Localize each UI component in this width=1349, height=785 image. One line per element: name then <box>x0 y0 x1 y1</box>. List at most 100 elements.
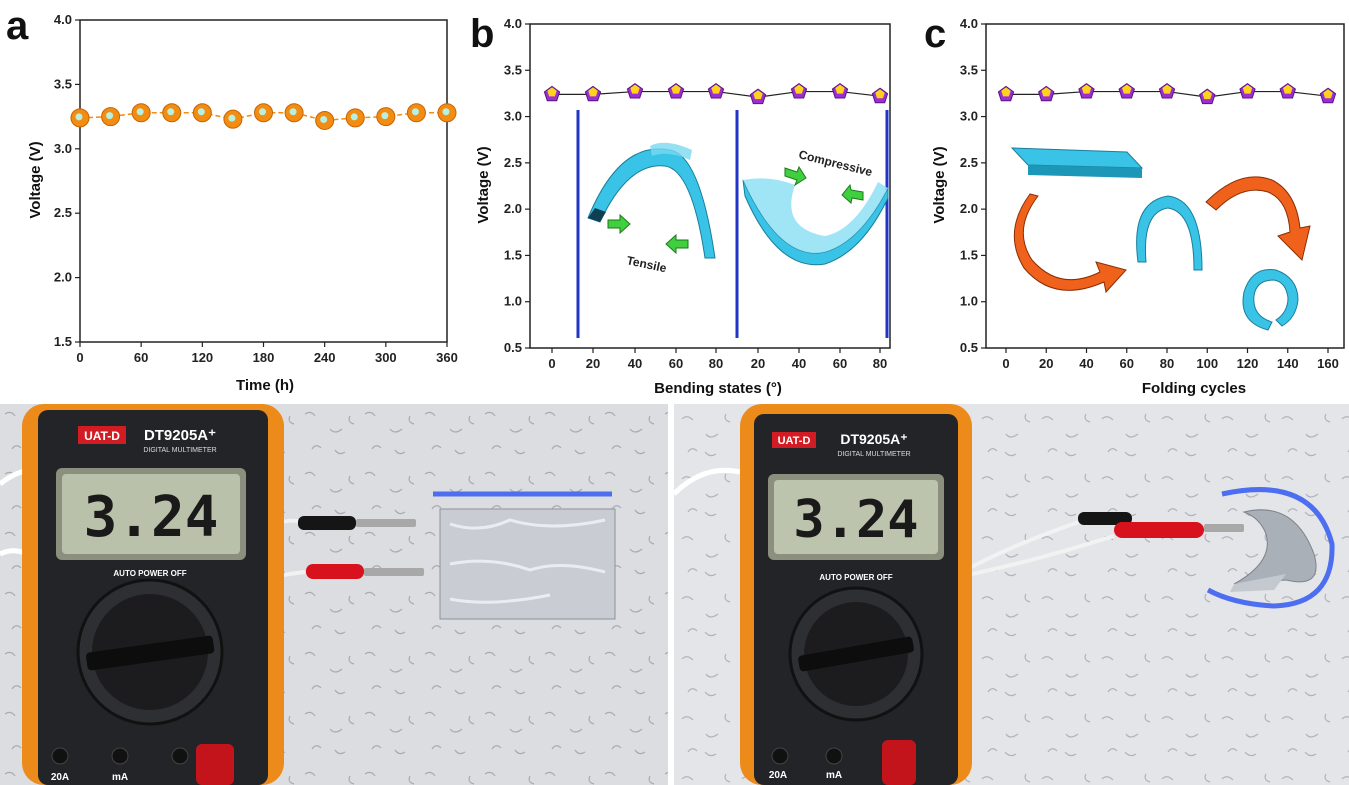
x-tick-label: 80 <box>873 356 887 371</box>
data-point <box>667 82 685 99</box>
data-point <box>1158 82 1176 99</box>
x-tick-label: 120 <box>191 350 213 365</box>
data-point <box>626 82 644 99</box>
subtitle-label: DIGITAL MULTIMETER <box>837 451 910 458</box>
data-point <box>584 85 602 102</box>
tensile-strip-illustration: Tensile <box>587 142 716 275</box>
data-point <box>1118 82 1135 99</box>
black-clip <box>298 516 356 530</box>
bent-strip-illustration <box>1136 195 1203 271</box>
panel-label-a: a <box>6 4 29 48</box>
chart-b-ylabel: Voltage (V) <box>475 146 492 223</box>
red-clip <box>306 564 364 579</box>
data-point <box>315 110 335 130</box>
x-tick-label: 20 <box>751 356 765 371</box>
multimeter-reading: 3.24 <box>84 485 219 550</box>
flat-strip-illustration <box>1010 147 1144 178</box>
curved-arrow-icon <box>1205 176 1311 261</box>
photo-e: 3.24 UAT-D DT9205A⁺ DIGITAL MULTIMETER A… <box>674 404 1349 785</box>
x-tick-label: 360 <box>436 350 458 365</box>
red-clip <box>1114 522 1204 538</box>
plot-frame <box>529 23 891 349</box>
subtitle-label: DIGITAL MULTIMETER <box>143 447 216 454</box>
data-point <box>831 82 849 99</box>
brand-label: UAT-D <box>778 435 811 447</box>
x-tick-label: 60 <box>833 356 847 371</box>
data-point <box>1038 85 1055 102</box>
data-point <box>707 82 725 99</box>
x-tick-label: 80 <box>709 356 723 371</box>
x-tick-label: 120 <box>1237 356 1259 371</box>
compressive-strip-illustration: Compressive <box>742 147 889 266</box>
folded-indicator-line <box>1206 487 1335 609</box>
curved-arrow-icon <box>1013 193 1127 294</box>
rolled-strip-illustration <box>1242 268 1299 331</box>
y-tick-label: 2.0 <box>960 201 978 216</box>
data-point <box>376 107 396 127</box>
y-tick-label: 0.5 <box>504 340 522 355</box>
arrow-left-icon <box>841 183 864 204</box>
arrow-right-icon <box>784 165 807 187</box>
chart-b: 0.5 1.0 1.5 2.0 2.5 3.0 3.5 4.0 0 20 40 60 80 20 40 60 8… <box>475 16 891 397</box>
x-tick-label: 0 <box>1002 356 1009 371</box>
data-point <box>345 108 365 128</box>
x-tick-label: 300 <box>375 350 397 365</box>
port-label: mA <box>826 770 842 781</box>
data-point <box>871 87 889 104</box>
photo-d: 3.24 UAT-D DT9205A⁺ DIGITAL MULTIMETER A… <box>0 404 668 785</box>
y-tick-label: 2.5 <box>54 205 72 220</box>
data-point <box>192 103 212 123</box>
y-tick-label: 2.5 <box>960 155 978 170</box>
data-point <box>749 88 767 105</box>
auto-off-label: AUTO POWER OFF <box>819 573 892 582</box>
data-point <box>1078 82 1095 99</box>
chart-c-ylabel: Voltage (V) <box>931 146 948 223</box>
data-point <box>254 103 273 123</box>
port-label: mA <box>112 772 128 783</box>
x-tick-label: 160 <box>1317 356 1339 371</box>
data-point <box>1199 88 1216 105</box>
black-clip <box>1078 512 1132 525</box>
x-tick-label: 40 <box>1079 356 1093 371</box>
chart-a: 1.5 2.0 2.5 3.0 3.5 4.0 0 60 120 180 240 300 360 Tim… <box>27 12 458 394</box>
y-tick-label: 0.5 <box>960 340 978 355</box>
x-tick-label: 240 <box>314 350 336 365</box>
y-tick-label: 3.5 <box>54 76 72 91</box>
port-label: 20A <box>51 772 69 783</box>
y-tick-label: 2.0 <box>54 270 72 285</box>
x-tick-label: 140 <box>1277 356 1299 371</box>
data-point <box>790 82 808 99</box>
data-point <box>543 85 561 102</box>
y-tick-label: 2.5 <box>504 155 522 170</box>
panel-label-c: c <box>924 12 947 56</box>
y-tick-label: 4.0 <box>960 16 978 31</box>
brand-label: UAT-D <box>84 429 120 443</box>
data-point <box>1239 82 1256 99</box>
chart-c-xlabel: Folding cycles <box>1142 380 1246 397</box>
y-tick-label: 3.5 <box>960 62 978 77</box>
x-tick-label: 0 <box>76 350 83 365</box>
x-tick-label: 20 <box>586 356 600 371</box>
photo-e-scene: 3.24 UAT-D DT9205A⁺ DIGITAL MULTIMETER A… <box>674 404 1349 785</box>
y-tick-label: 4.0 <box>54 12 72 27</box>
data-point <box>437 103 457 123</box>
data-point <box>1319 87 1337 104</box>
x-tick-label: 60 <box>134 350 148 365</box>
data-point <box>223 109 243 129</box>
data-point <box>131 103 151 123</box>
y-tick-label: 3.0 <box>504 109 522 124</box>
x-tick-label: 0 <box>548 356 555 371</box>
annotation-tensile: Tensile <box>625 253 668 275</box>
data-point <box>101 107 121 127</box>
x-tick-label: 100 <box>1196 356 1218 371</box>
model-label: DT9205A⁺ <box>840 431 907 447</box>
panel-label-b: b <box>470 12 495 56</box>
data-point <box>70 108 90 128</box>
auto-off-label: AUTO POWER OFF <box>113 569 186 578</box>
folded-pouch-battery <box>1233 509 1317 585</box>
y-tick-label: 1.5 <box>504 247 522 262</box>
multimeter-d: 3.24 UAT-D DT9205A⁺ DIGITAL MULTIMETER A… <box>22 404 284 785</box>
port-label: 20A <box>769 770 787 781</box>
arrow-left-icon <box>665 233 689 255</box>
annotation-compressive: Compressive <box>797 147 874 179</box>
